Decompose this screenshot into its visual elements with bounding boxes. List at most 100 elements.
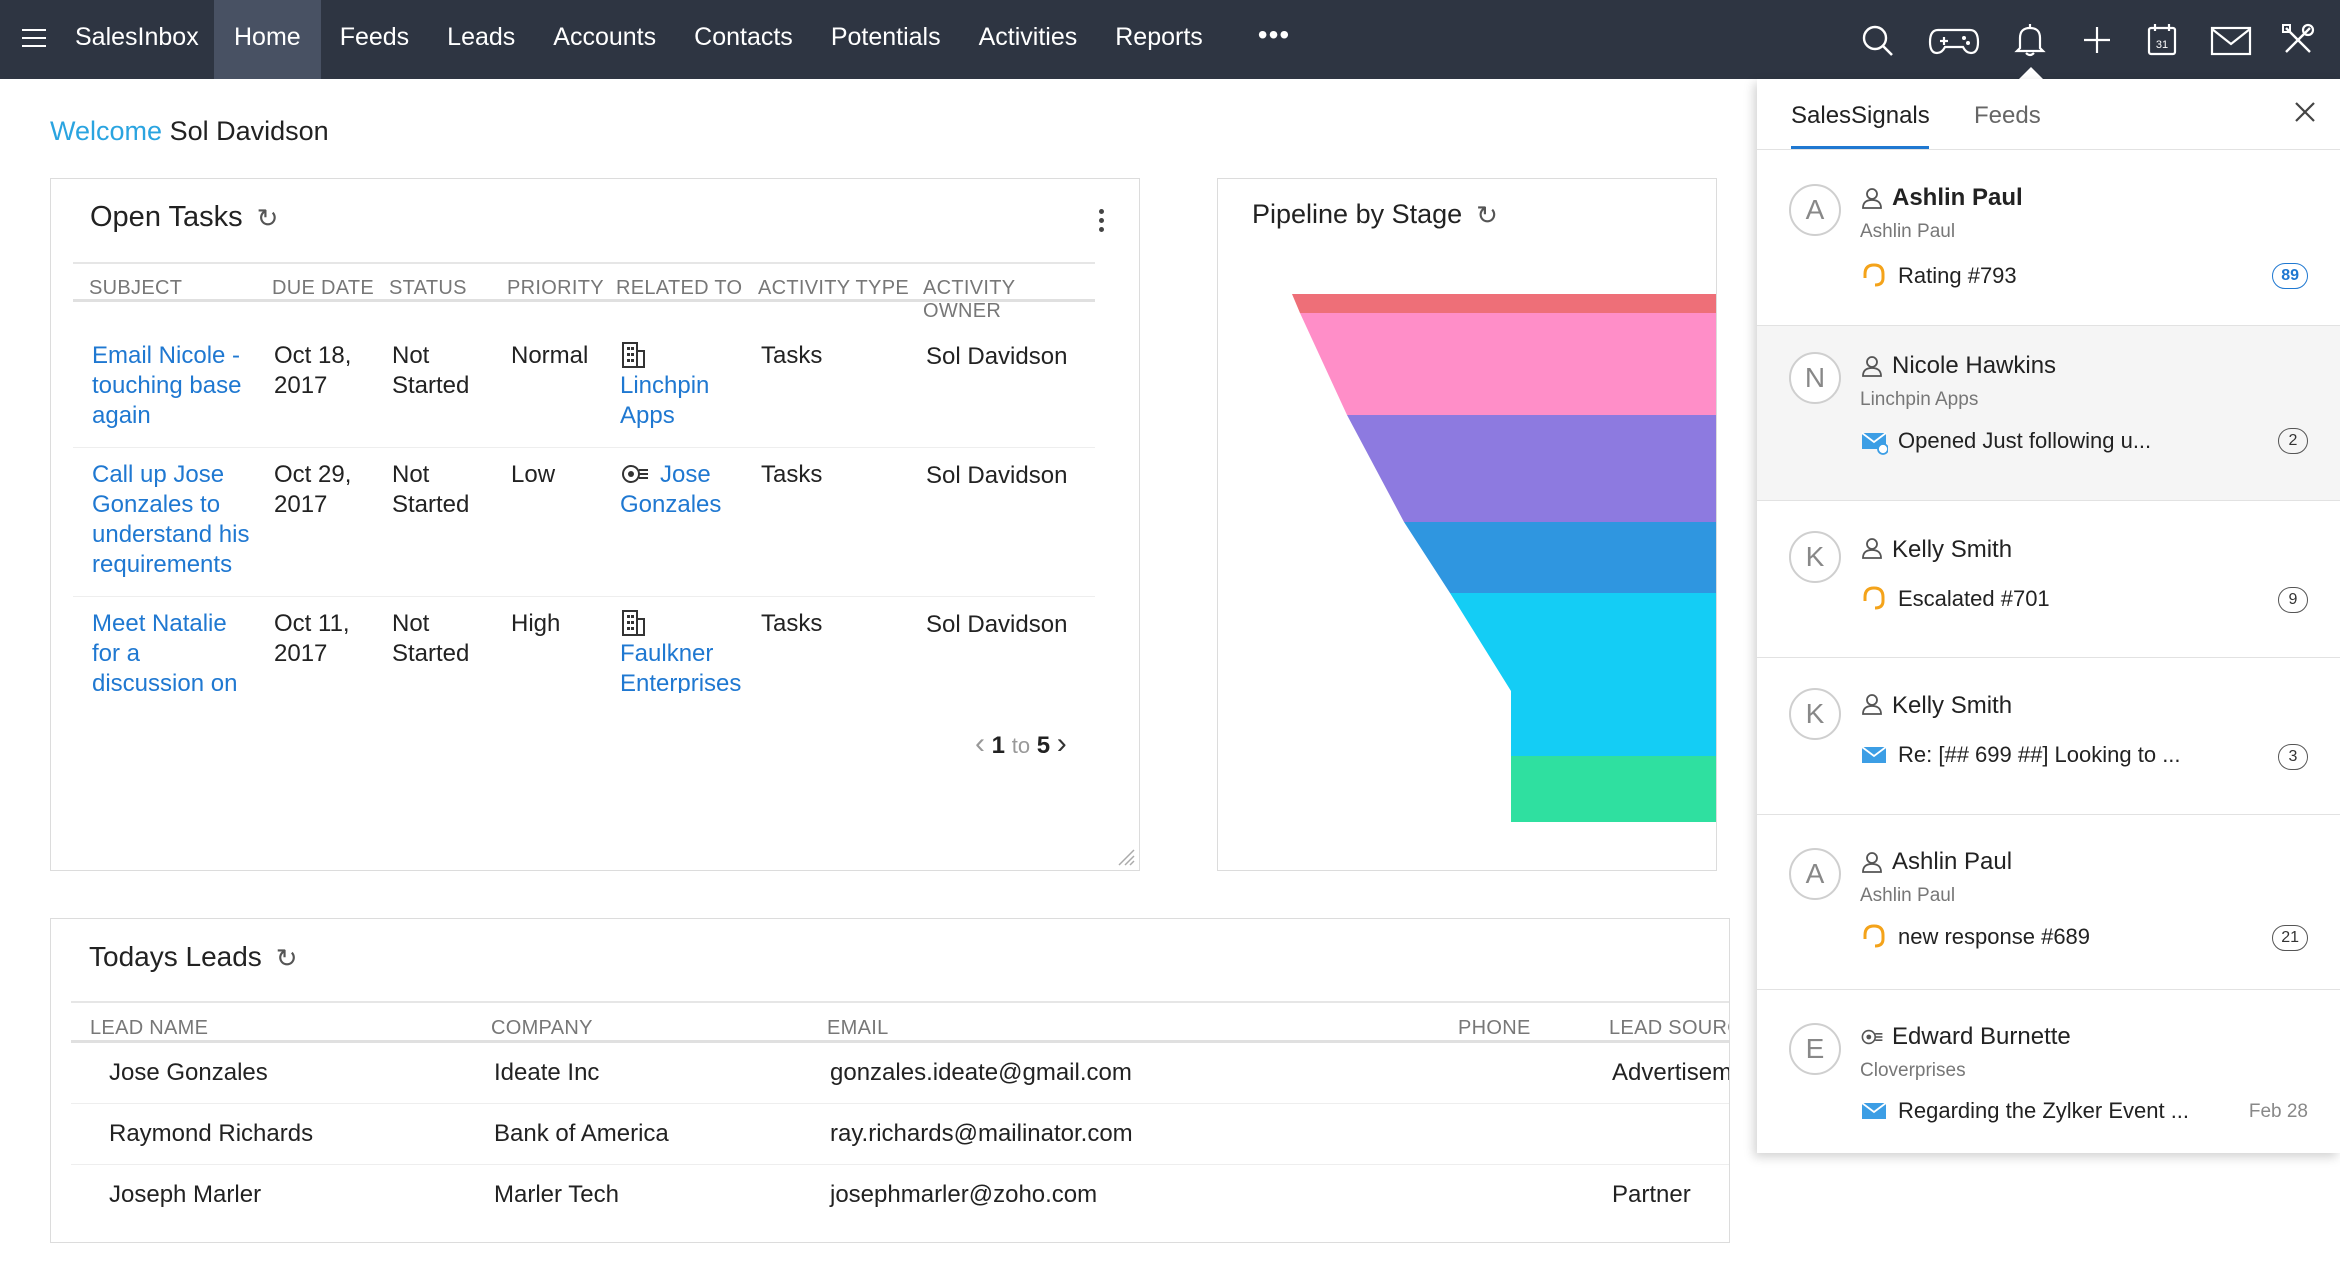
pager-to-word: to [1011,733,1031,758]
signal-contact-name[interactable]: Edward Burnette [1892,1023,2071,1050]
signal-message[interactable]: new response #689 [1898,924,2091,949]
funnel-segment[interactable] [1292,294,1717,313]
refresh-icon[interactable]: ↻ [256,202,279,233]
signal-message[interactable]: Escalated #701 [1898,586,2050,611]
task-subject-link[interactable]: Email Nicole - touching base again [92,342,242,429]
column-lead-source[interactable]: LEAD SOURCE [1609,1017,1729,1039]
task-subject-link[interactable]: Meet Natalie for a discussion on the pro… [92,610,238,693]
task-related-link[interactable]: Jose Gonzales [620,461,722,518]
table-row[interactable]: Call up Jose Gonzales to understand his … [73,448,1095,597]
column-company[interactable]: COMPANY [491,1017,593,1039]
funnel-segment[interactable] [1347,415,1717,522]
tasks-table-header: SUBJECT DUE DATE STATUS PRIORITY RELATED… [73,262,1095,322]
bell-icon[interactable] [2010,20,2050,60]
search-icon[interactable] [1858,20,1898,60]
person-icon [1860,692,1884,716]
signal-contact-name[interactable]: Kelly Smith [1892,692,2013,719]
count-badge: 9 [2278,587,2308,613]
funnel-segment[interactable] [1511,756,1717,822]
signal-item[interactable]: K Kelly Smith Escalated #701 9 [1757,501,2340,658]
nav-feeds[interactable]: Feeds [339,23,410,51]
task-related-link[interactable]: Faulkner Enterprises [620,640,742,693]
avatar: N [1789,352,1841,404]
nav-leads[interactable]: Leads [447,23,516,51]
welcome-user-name: Sol Davidson [169,116,329,146]
nav-accounts[interactable]: Accounts [553,23,657,51]
refresh-icon[interactable]: ↻ [275,943,298,974]
lead-name-link[interactable]: Raymond Richards [109,1120,314,1147]
tab-salessignals[interactable]: SalesSignals [1791,102,1930,129]
more-options-icon[interactable] [1098,209,1106,237]
table-row[interactable]: Joseph Marler Marler Tech josephmarler@z… [71,1165,1729,1226]
brand-salesinbox[interactable]: SalesInbox [75,23,199,51]
signal-contact-name[interactable]: Ashlin Paul [1892,184,2023,211]
column-lead-name[interactable]: LEAD NAME [90,1017,209,1039]
person-icon [1860,850,1884,874]
column-phone[interactable]: PHONE [1458,1017,1531,1039]
nav-more-icon[interactable]: ••• [1257,19,1291,50]
top-navigation-bar: SalesInbox Home Feeds Leads Accounts Con… [0,0,2340,79]
mail-icon[interactable] [2208,20,2254,60]
support-icon [1860,261,1888,289]
table-row[interactable]: Email Nicole - touching base again Oct 1… [73,329,1095,448]
lead-email-link[interactable]: ray.richards@mailinator.com [830,1120,1133,1147]
person-icon [1860,536,1884,560]
column-email[interactable]: EMAIL [827,1017,889,1039]
signal-item[interactable]: A Ashlin Paul Ashlin Paul Rating #793 89 [1757,151,2340,326]
column-priority[interactable]: PRIORITY [507,277,604,299]
signal-contact-sub: Linchpin Apps [1860,389,1979,410]
table-row[interactable]: Meet Natalie for a discussion on the pro… [73,597,1095,693]
signal-contact-name[interactable]: Ashlin Paul [1892,848,2013,875]
signal-item[interactable]: A Ashlin Paul Ashlin Paul new response #… [1757,815,2340,990]
task-status: Not Started [392,342,470,399]
plus-icon[interactable] [2077,20,2117,60]
signal-item[interactable]: K Kelly Smith Re: [## 699 ##] Looking to… [1757,658,2340,815]
signal-message[interactable]: Opened Just following u... [1898,428,2152,453]
close-icon[interactable] [2292,99,2318,125]
pipeline-funnel-chart [1292,294,1717,822]
column-related-to[interactable]: RELATED TO [616,277,743,299]
tab-feeds[interactable]: Feeds [1974,102,2041,129]
signal-message[interactable]: Regarding the Zylker Event ... [1898,1098,2190,1123]
nav-activities[interactable]: Activities [978,23,1078,51]
signal-contact-name[interactable]: Kelly Smith [1892,536,2013,563]
task-subject-link[interactable]: Call up Jose Gonzales to understand his … [92,461,250,578]
nav-potentials[interactable]: Potentials [830,23,941,51]
resize-handle-icon[interactable] [1115,846,1135,866]
signal-item[interactable]: E Edward Burnette Cloverprises Regarding… [1757,990,2340,1153]
column-status[interactable]: STATUS [389,277,467,299]
chevron-right-icon[interactable]: › [1056,727,1067,760]
funnel-segment[interactable] [1450,593,1717,756]
signal-contact-name[interactable]: Nicole Hawkins [1892,352,2057,379]
lead-email-link[interactable]: josephmarler@zoho.com [830,1181,1098,1208]
column-subject[interactable]: SUBJECT [89,277,183,299]
mail-open-icon [1860,427,1889,455]
column-due-date[interactable]: DUE DATE [272,277,375,299]
signal-message[interactable]: Re: [## 699 ##] Looking to ... [1898,742,2181,767]
chevron-left-icon[interactable]: ‹ [975,727,985,760]
lead-name-link[interactable]: Jose Gonzales [109,1059,268,1086]
avatar: K [1789,688,1841,740]
task-due-date: Oct 11, 2017 [274,610,350,667]
nav-home[interactable]: Home [214,0,321,79]
lead-email-link[interactable]: gonzales.ideate@gmail.com [830,1059,1132,1086]
funnel-segment[interactable] [1404,522,1717,593]
gamepad-icon[interactable] [1928,20,1980,60]
tools-icon[interactable] [2278,20,2318,60]
nav-reports[interactable]: Reports [1115,23,1203,51]
signal-item[interactable]: N Nicole Hawkins Linchpin Apps Opened Ju… [1757,326,2340,501]
menu-icon[interactable] [22,29,46,49]
task-related-link[interactable]: Linchpin Apps [620,372,710,429]
leads-table-header: LEAD NAME COMPANY EMAIL PHONE LEAD SOURC… [71,1001,1729,1043]
lead-name-link[interactable]: Joseph Marler [109,1181,262,1208]
funnel-segment[interactable] [1300,313,1717,415]
column-activity-type[interactable]: ACTIVITY TYPE [758,277,909,299]
table-row[interactable]: Raymond Richards Bank of America ray.ric… [71,1104,1729,1165]
task-activity-owner: Sol Davidson [926,462,1068,489]
nav-contacts[interactable]: Contacts [694,23,793,51]
table-row[interactable]: Jose Gonzales Ideate Inc gonzales.ideate… [71,1043,1729,1104]
refresh-icon[interactable]: ↻ [1476,200,1498,231]
calendar-icon[interactable]: 31 [2142,20,2182,60]
signal-message[interactable]: Rating #793 [1898,263,2017,288]
column-activity-owner[interactable]: ACTIVITY OWNER [923,277,1016,322]
